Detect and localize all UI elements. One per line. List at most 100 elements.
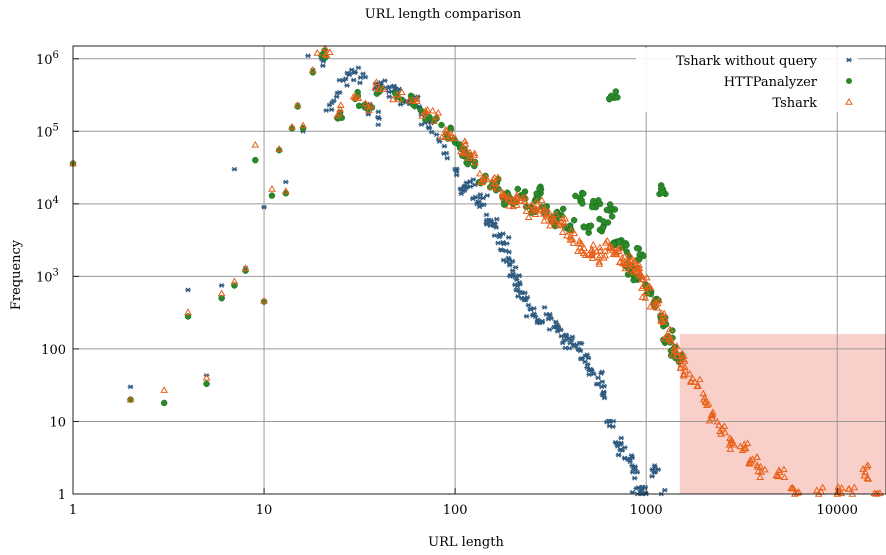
asterisk-point bbox=[522, 296, 528, 302]
asterisk-point bbox=[586, 372, 593, 378]
asterisk-point bbox=[563, 334, 570, 340]
circle-point bbox=[580, 223, 588, 230]
asterisk-point bbox=[336, 77, 343, 83]
triangle-point bbox=[441, 125, 450, 133]
asterisk-point bbox=[531, 305, 537, 311]
asterisk-point bbox=[390, 83, 397, 89]
triangle-point bbox=[741, 444, 750, 451]
triangle-point bbox=[126, 395, 135, 403]
triangle-point bbox=[753, 461, 762, 468]
circle-point bbox=[570, 216, 578, 224]
triangle-point bbox=[637, 272, 645, 280]
triangle-point bbox=[555, 220, 563, 228]
asterisk-point bbox=[621, 455, 628, 461]
asterisk-point bbox=[344, 83, 350, 88]
triangle-point bbox=[557, 218, 566, 225]
triangle-point bbox=[184, 308, 192, 315]
triangle-point bbox=[580, 244, 588, 252]
asterisk-point bbox=[458, 191, 465, 197]
asterisk-point bbox=[633, 486, 640, 491]
triangle-point bbox=[441, 132, 450, 140]
asterisk-point bbox=[510, 271, 517, 277]
asterisk-point bbox=[559, 340, 566, 346]
triangle-point bbox=[251, 140, 260, 148]
triangle-point bbox=[863, 474, 872, 482]
triangle-point bbox=[850, 483, 859, 491]
triangle-point bbox=[581, 251, 590, 258]
triangle-point bbox=[614, 247, 623, 255]
triangle-point bbox=[540, 204, 549, 212]
triangle-point bbox=[705, 416, 714, 424]
triangle-point bbox=[860, 471, 869, 479]
asterisk-point bbox=[512, 264, 519, 270]
asterisk-point bbox=[470, 196, 476, 202]
legend-triangle-icon bbox=[845, 97, 853, 105]
triangle-point bbox=[361, 99, 370, 107]
asterisk-point bbox=[490, 222, 497, 228]
circle-point bbox=[612, 88, 620, 95]
triangle-point bbox=[434, 108, 443, 116]
triangle-point bbox=[321, 44, 330, 52]
triangle-point bbox=[463, 148, 472, 156]
triangle-point bbox=[638, 284, 646, 291]
triangle-point bbox=[694, 381, 702, 389]
triangle-point bbox=[379, 85, 387, 93]
triangle-point bbox=[325, 48, 334, 55]
asterisk-point bbox=[577, 348, 584, 354]
asterisk-point bbox=[463, 185, 470, 190]
asterisk-point bbox=[651, 463, 658, 468]
asterisk-point bbox=[503, 241, 510, 246]
asterisk-point bbox=[637, 489, 644, 495]
asterisk-point bbox=[218, 283, 225, 288]
triangle-point bbox=[680, 357, 689, 364]
triangle-point bbox=[645, 282, 654, 290]
triangle-point bbox=[299, 121, 307, 129]
triangle-point bbox=[241, 264, 250, 271]
asterisk-point bbox=[516, 273, 523, 279]
circle-point bbox=[659, 189, 667, 196]
triangle-point bbox=[423, 105, 432, 113]
triangle-point bbox=[260, 296, 268, 304]
triangle-point bbox=[432, 112, 441, 120]
triangle-point bbox=[490, 179, 498, 187]
asterisk-point bbox=[433, 132, 440, 138]
triangle-point bbox=[745, 459, 754, 467]
asterisk-point bbox=[631, 475, 638, 481]
asterisk-point bbox=[629, 463, 635, 469]
x-tick-label: 100 bbox=[443, 503, 468, 518]
asterisk-point bbox=[345, 71, 352, 77]
triangle-point bbox=[566, 235, 575, 243]
triangle-point bbox=[421, 107, 430, 114]
triangle-point bbox=[687, 378, 695, 385]
triangle-point bbox=[641, 293, 650, 301]
asterisk-point bbox=[357, 80, 363, 86]
triangle-point bbox=[595, 257, 604, 265]
triangle-point bbox=[563, 231, 571, 239]
triangle-point bbox=[513, 194, 521, 201]
triangle-point bbox=[688, 374, 697, 382]
asterisk-point bbox=[305, 53, 311, 59]
circle-point bbox=[590, 197, 597, 205]
triangle-point bbox=[505, 201, 514, 209]
y-axis-label: Frequency bbox=[9, 239, 24, 310]
x-tick-label: 1000 bbox=[630, 503, 663, 518]
triangle-point bbox=[532, 205, 541, 213]
triangle-point bbox=[621, 264, 630, 272]
triangle-point bbox=[626, 251, 634, 259]
triangle-point bbox=[428, 106, 437, 114]
legend-label: Tshark bbox=[772, 96, 817, 111]
circle-point bbox=[559, 205, 567, 213]
triangle-point bbox=[780, 473, 789, 481]
asterisk-point bbox=[185, 287, 191, 293]
asterisk-point bbox=[546, 327, 553, 332]
circle-point bbox=[203, 380, 210, 388]
triangle-point bbox=[464, 154, 473, 161]
circle-point bbox=[606, 201, 614, 208]
asterisk-point bbox=[453, 172, 460, 178]
circle-point bbox=[616, 239, 623, 246]
triangle-point bbox=[412, 97, 421, 104]
triangle-point bbox=[818, 483, 827, 491]
triangle-point bbox=[334, 109, 343, 117]
triangle-point bbox=[678, 349, 687, 357]
